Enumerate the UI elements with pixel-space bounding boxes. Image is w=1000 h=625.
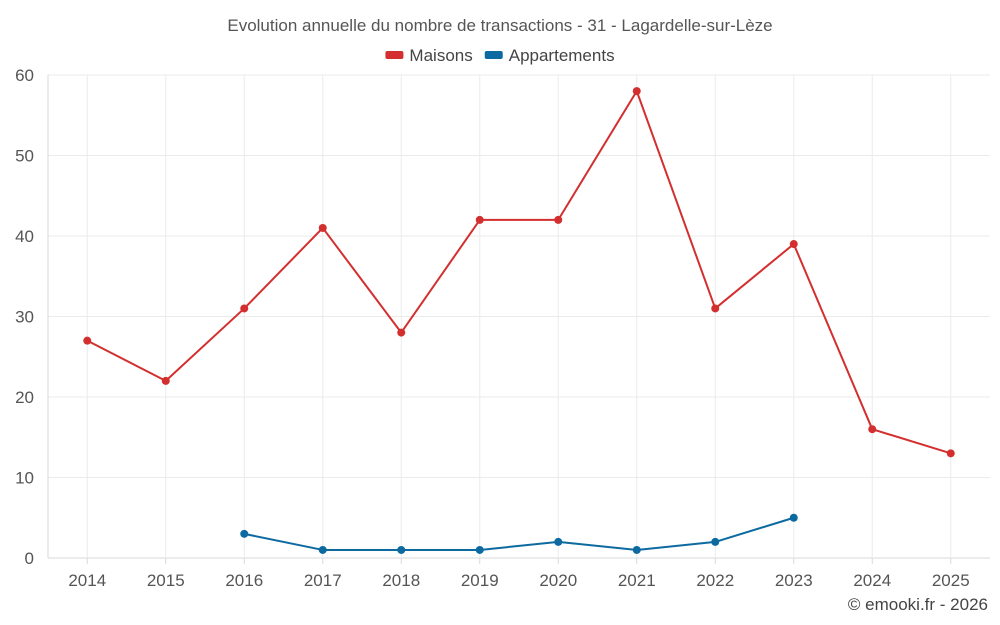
- y-tick-label: 50: [15, 147, 34, 166]
- y-tick-label: 60: [15, 66, 34, 85]
- data-point-appartements: [632, 545, 641, 554]
- data-point-appartements: [554, 537, 563, 546]
- grid: [47, 74, 990, 559]
- y-tick-label: 30: [15, 308, 34, 327]
- data-point-appartements: [318, 545, 327, 554]
- x-tick-label: 2022: [696, 571, 734, 590]
- legend-swatch-maisons: [385, 51, 404, 59]
- x-tick-label: 2017: [304, 571, 342, 590]
- data-point-maisons: [868, 425, 877, 434]
- chart-title: Evolution annuelle du nombre de transact…: [227, 16, 772, 35]
- series-line-maisons: [86, 90, 952, 455]
- data-point-maisons: [397, 328, 406, 337]
- data-point-appartements: [789, 513, 798, 522]
- data-point-maisons: [475, 215, 484, 224]
- x-tick-label: 2019: [461, 571, 499, 590]
- y-axis: 0 10 20 30 40 50 60: [15, 66, 34, 568]
- data-point-maisons: [83, 336, 92, 345]
- x-tick-label: 2023: [775, 571, 813, 590]
- data-point-appartements: [475, 545, 484, 554]
- data-point-appartements: [240, 529, 249, 538]
- data-point-maisons: [318, 223, 327, 232]
- x-tick-label: 2014: [68, 571, 106, 590]
- data-point-maisons: [711, 304, 720, 313]
- y-tick-label: 0: [25, 549, 34, 568]
- data-point-appartements: [397, 545, 406, 554]
- data-point-appartements: [711, 537, 720, 546]
- x-tick-label: 2020: [539, 571, 577, 590]
- series-line-appartements: [244, 516, 795, 551]
- data-point-maisons: [632, 87, 641, 96]
- x-tick-label: 2021: [618, 571, 656, 590]
- series-maisons: [83, 87, 955, 458]
- x-tick-label: 2018: [382, 571, 420, 590]
- data-point-maisons: [240, 304, 249, 313]
- x-axis: 2014 2015 2016 2017 2018 2019 2020 2021 2022 2023…: [68, 558, 970, 590]
- x-tick-label: 2015: [147, 571, 185, 590]
- x-tick-label: 2024: [853, 571, 891, 590]
- data-point-maisons: [554, 215, 563, 224]
- y-tick-label: 20: [15, 388, 34, 407]
- x-tick-label: 2025: [932, 571, 970, 590]
- credit-text: © emooki.fr - 2026: [848, 595, 988, 614]
- data-point-maisons: [161, 376, 170, 385]
- series-appartements: [240, 513, 798, 554]
- legend-label-maisons: Maisons: [409, 46, 472, 65]
- legend: Maisons Appartements: [385, 46, 615, 65]
- legend-swatch-appartements: [484, 51, 503, 59]
- legend-label-appartements: Appartements: [509, 46, 615, 65]
- data-point-maisons: [946, 449, 955, 458]
- y-tick-label: 10: [15, 469, 34, 488]
- series-layer: [83, 87, 955, 554]
- x-tick-label: 2016: [225, 571, 263, 590]
- y-tick-label: 40: [15, 227, 34, 246]
- data-point-maisons: [789, 240, 798, 249]
